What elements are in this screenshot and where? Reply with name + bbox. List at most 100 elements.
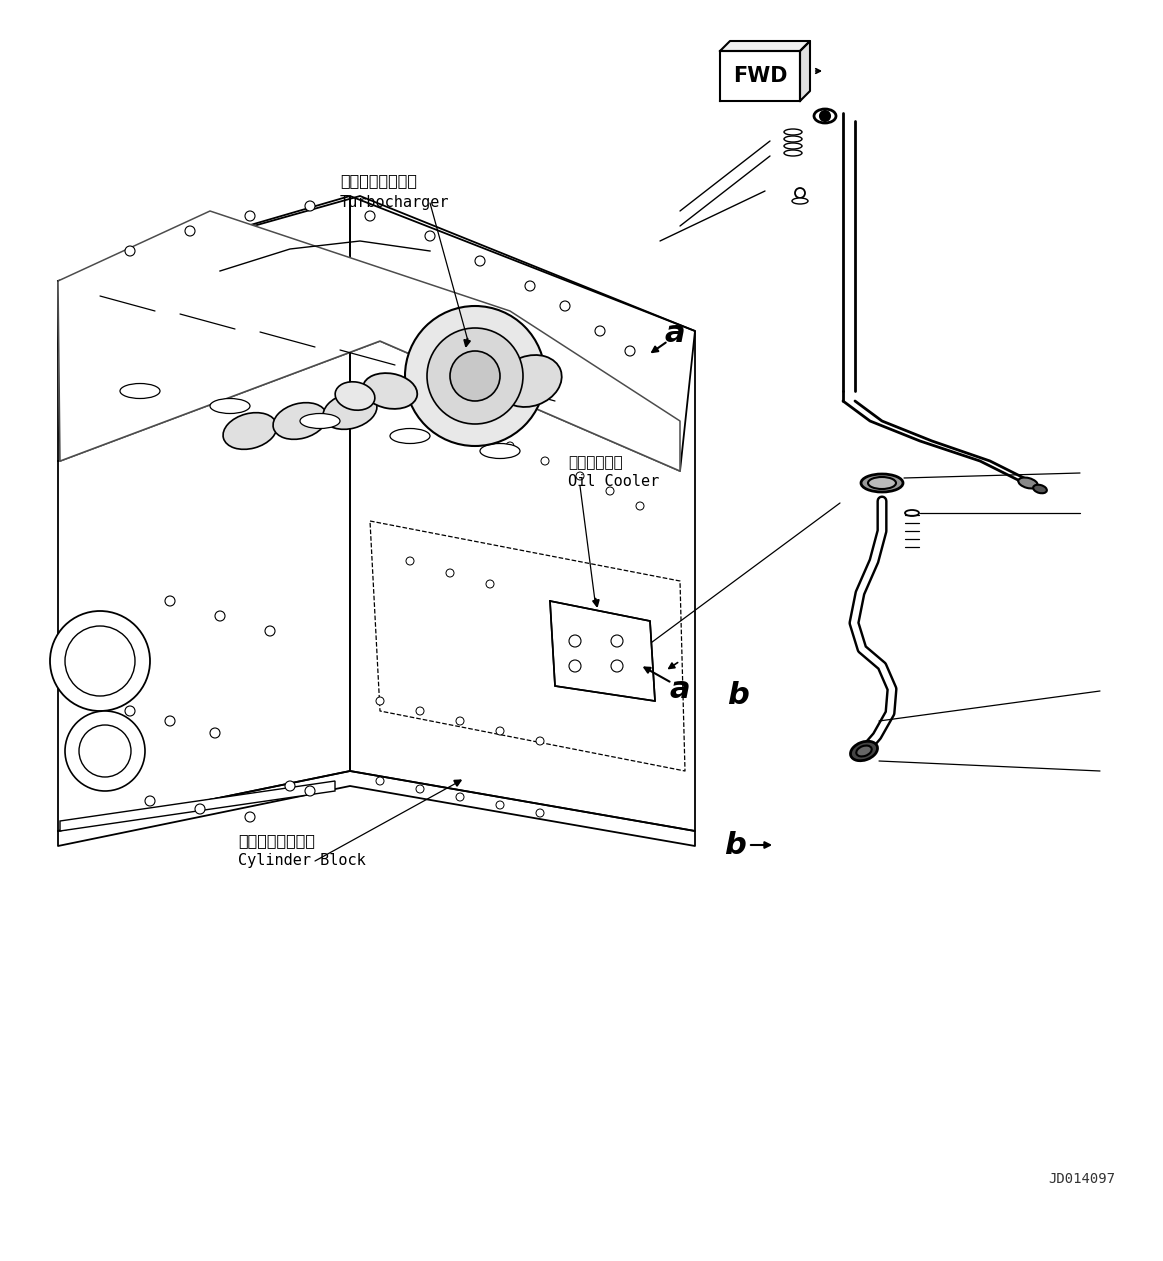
Text: a: a [665, 319, 685, 348]
Circle shape [195, 805, 205, 815]
Circle shape [595, 327, 605, 335]
Circle shape [561, 301, 570, 311]
Circle shape [536, 810, 544, 817]
Circle shape [466, 427, 475, 435]
Circle shape [50, 612, 150, 711]
Text: Cylinder Block: Cylinder Block [238, 854, 365, 869]
Circle shape [416, 786, 424, 793]
Circle shape [450, 351, 500, 401]
Text: Oil Cooler: Oil Cooler [568, 473, 659, 488]
Text: ターボチャージャ: ターボチャージャ [340, 174, 418, 188]
Circle shape [124, 246, 135, 256]
Circle shape [145, 796, 155, 806]
Ellipse shape [498, 356, 562, 407]
Circle shape [79, 725, 131, 777]
Ellipse shape [363, 373, 418, 409]
Circle shape [165, 596, 174, 607]
Polygon shape [58, 195, 350, 831]
Text: JD014097: JD014097 [1048, 1171, 1115, 1187]
Circle shape [611, 636, 623, 647]
Ellipse shape [335, 382, 374, 410]
Circle shape [386, 397, 394, 405]
Circle shape [426, 412, 434, 420]
Circle shape [636, 502, 644, 509]
Ellipse shape [868, 477, 896, 489]
Polygon shape [720, 50, 800, 101]
Ellipse shape [223, 412, 277, 449]
Ellipse shape [300, 414, 340, 429]
Circle shape [211, 728, 220, 738]
Circle shape [165, 716, 174, 726]
Circle shape [124, 706, 135, 716]
Circle shape [486, 580, 494, 588]
Polygon shape [550, 601, 655, 701]
Polygon shape [58, 195, 695, 472]
Polygon shape [350, 195, 695, 831]
Circle shape [305, 200, 315, 211]
Circle shape [795, 188, 805, 198]
Circle shape [820, 111, 830, 121]
Circle shape [285, 781, 295, 791]
Circle shape [569, 636, 582, 647]
Polygon shape [58, 770, 695, 846]
Text: b: b [727, 681, 749, 710]
Circle shape [215, 612, 224, 620]
Ellipse shape [784, 150, 802, 156]
Text: a: a [670, 676, 691, 705]
Text: Turbocharger: Turbocharger [340, 195, 450, 211]
Circle shape [456, 793, 464, 801]
Text: シリンダブロック: シリンダブロック [238, 834, 315, 849]
Circle shape [576, 472, 584, 480]
Circle shape [495, 728, 504, 735]
Circle shape [536, 736, 544, 745]
Circle shape [406, 557, 414, 565]
Circle shape [245, 812, 255, 822]
Circle shape [65, 711, 145, 791]
Ellipse shape [323, 392, 377, 429]
Circle shape [416, 707, 424, 715]
Ellipse shape [211, 398, 250, 414]
Circle shape [506, 443, 514, 450]
Ellipse shape [120, 383, 160, 398]
Circle shape [569, 660, 582, 672]
Ellipse shape [905, 509, 919, 516]
Text: b: b [725, 831, 745, 860]
Circle shape [625, 346, 635, 356]
Ellipse shape [861, 474, 902, 492]
Circle shape [456, 718, 464, 725]
Circle shape [376, 777, 384, 786]
Circle shape [265, 625, 274, 636]
Ellipse shape [1033, 484, 1047, 493]
Circle shape [245, 211, 255, 221]
Circle shape [427, 328, 523, 424]
Circle shape [424, 231, 435, 241]
Circle shape [65, 625, 135, 696]
Ellipse shape [784, 142, 802, 149]
Circle shape [376, 697, 384, 705]
Circle shape [445, 569, 454, 578]
Circle shape [606, 487, 614, 496]
Ellipse shape [784, 136, 802, 142]
Polygon shape [58, 211, 680, 472]
Ellipse shape [784, 129, 802, 135]
Circle shape [475, 256, 485, 266]
Ellipse shape [850, 741, 878, 760]
Text: オイルクーラ: オイルクーラ [568, 455, 622, 470]
Ellipse shape [1019, 478, 1037, 488]
Polygon shape [720, 42, 809, 50]
Circle shape [185, 226, 195, 236]
Polygon shape [800, 42, 809, 101]
Ellipse shape [390, 429, 430, 444]
Ellipse shape [814, 108, 836, 124]
Ellipse shape [792, 198, 808, 204]
Ellipse shape [480, 444, 520, 459]
Circle shape [405, 306, 545, 446]
Ellipse shape [273, 402, 327, 439]
Text: FWD: FWD [733, 66, 787, 86]
Circle shape [495, 801, 504, 810]
Circle shape [305, 786, 315, 796]
Circle shape [525, 281, 535, 291]
Circle shape [611, 660, 623, 672]
Ellipse shape [856, 745, 872, 757]
Polygon shape [60, 781, 335, 831]
